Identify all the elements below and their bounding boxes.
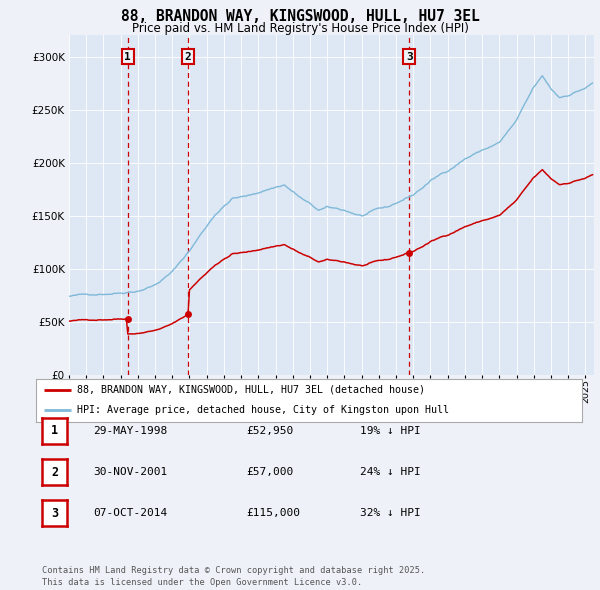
Text: HPI: Average price, detached house, City of Kingston upon Hull: HPI: Average price, detached house, City… [77,405,449,415]
Text: 3: 3 [406,51,413,61]
Text: 1: 1 [124,51,131,61]
Text: 2: 2 [51,466,58,478]
Text: 24% ↓ HPI: 24% ↓ HPI [360,467,421,477]
Text: Price paid vs. HM Land Registry's House Price Index (HPI): Price paid vs. HM Land Registry's House … [131,22,469,35]
Text: 29-MAY-1998: 29-MAY-1998 [93,426,167,435]
Text: 1: 1 [51,424,58,437]
Text: 30-NOV-2001: 30-NOV-2001 [93,467,167,477]
Text: £52,950: £52,950 [246,426,293,435]
Text: 88, BRANDON WAY, KINGSWOOD, HULL, HU7 3EL: 88, BRANDON WAY, KINGSWOOD, HULL, HU7 3E… [121,9,479,24]
Text: £115,000: £115,000 [246,509,300,518]
Text: 2: 2 [185,51,191,61]
Text: 19% ↓ HPI: 19% ↓ HPI [360,426,421,435]
Text: 07-OCT-2014: 07-OCT-2014 [93,509,167,518]
Text: 3: 3 [51,507,58,520]
Text: Contains HM Land Registry data © Crown copyright and database right 2025.
This d: Contains HM Land Registry data © Crown c… [42,566,425,587]
Text: £57,000: £57,000 [246,467,293,477]
Text: 32% ↓ HPI: 32% ↓ HPI [360,509,421,518]
Text: 88, BRANDON WAY, KINGSWOOD, HULL, HU7 3EL (detached house): 88, BRANDON WAY, KINGSWOOD, HULL, HU7 3E… [77,385,425,395]
